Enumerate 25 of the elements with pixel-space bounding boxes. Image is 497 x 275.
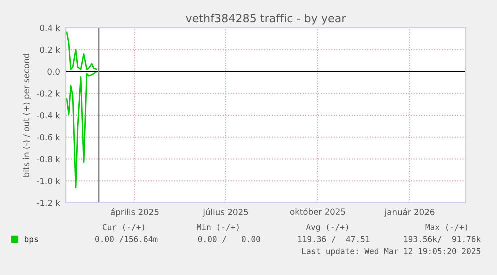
y-tick-label: -0.2 k	[37, 90, 60, 97]
y-axis-title: bits in (-) / out (+) per second	[23, 54, 32, 177]
text: Avg (-/+)	[306, 224, 348, 232]
y-tick-label: -0.6 k	[37, 134, 60, 141]
y-tick-label: -0.8 k	[37, 156, 60, 163]
text: Max (-/+)	[426, 224, 468, 232]
y-tick-label: 0.4 k	[40, 24, 60, 32]
y-tick-label: 0.2 k	[40, 46, 60, 54]
y-tick-label: -1.0 k	[37, 178, 60, 184]
text: Cur (-/+)	[102, 224, 144, 232]
chart-title: vethf384285 traffic - by year	[186, 14, 346, 25]
legend-label: bps	[25, 236, 38, 244]
x-tick-label: január 2026	[384, 208, 435, 217]
text: Last update: Wed Mar 12 19:05:20 2025	[302, 248, 480, 256]
text: Min (-/+)	[197, 224, 239, 232]
y-tick-label: -0.4 k	[37, 112, 60, 119]
y-tick-label: 0.0	[48, 68, 60, 76]
x-tick-label: április 2025	[111, 208, 159, 217]
text: 119.36 / 47.51	[298, 236, 370, 243]
text: 0.00 /156.64m	[96, 236, 158, 243]
y-tick-label: -1.2 k	[37, 200, 60, 206]
x-tick-label: július 2025	[202, 208, 248, 217]
text: 0.00 / 0.00	[198, 236, 260, 243]
text: 193.56k/ 91.76k	[404, 236, 481, 243]
x-tick-label: október 2025	[290, 208, 346, 216]
